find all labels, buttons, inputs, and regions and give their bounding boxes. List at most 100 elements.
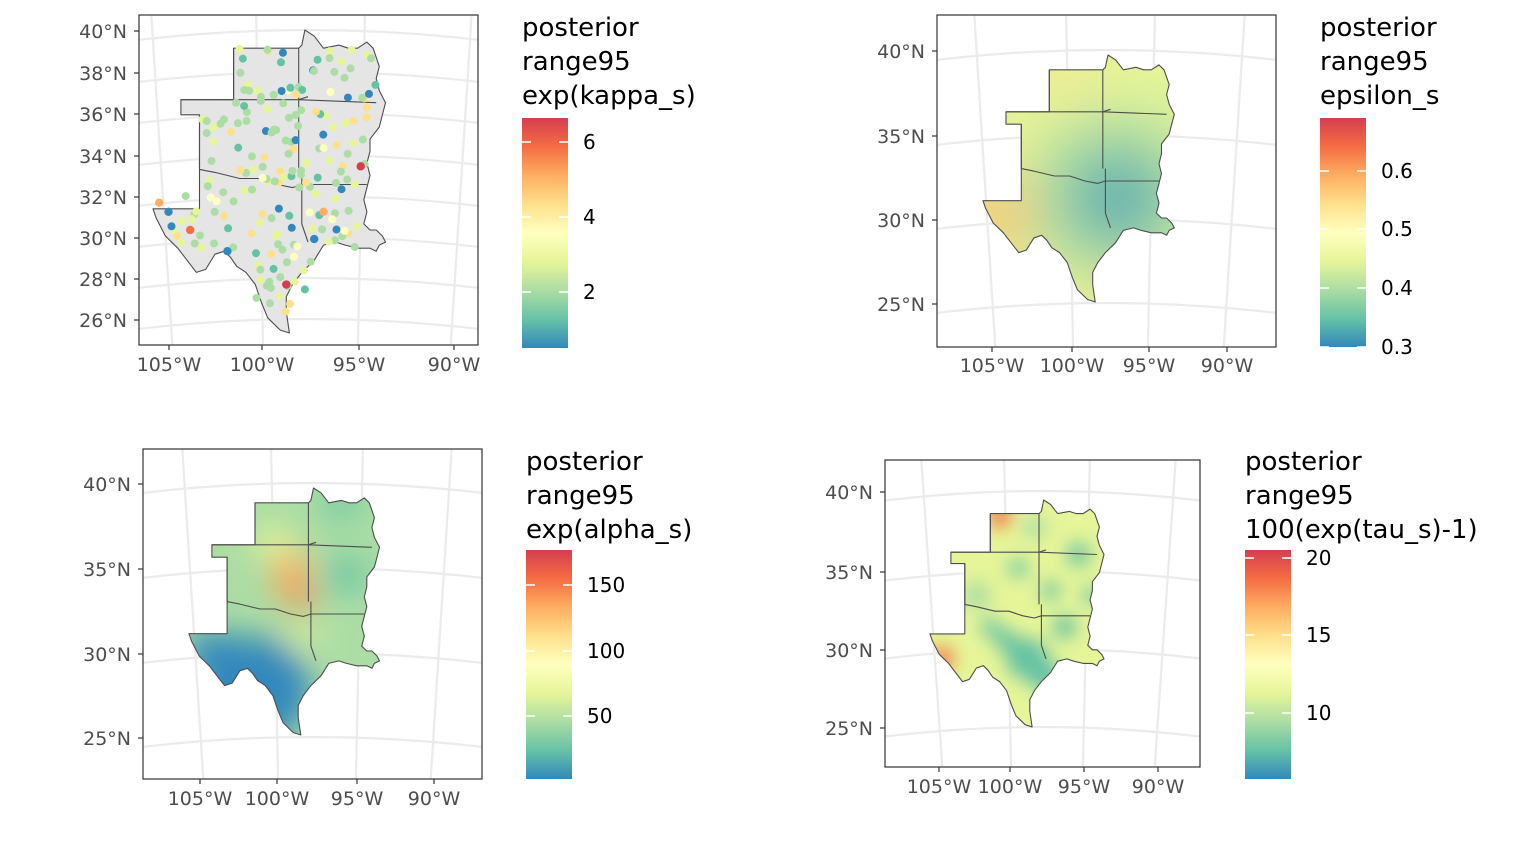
surface-blob <box>328 554 365 595</box>
station-point <box>267 214 276 223</box>
station-point <box>247 229 256 238</box>
station-point <box>186 225 195 235</box>
station-point <box>295 183 304 192</box>
panel-frame <box>884 459 1201 768</box>
station-point <box>226 127 235 136</box>
graticule-parallel <box>937 301 1276 314</box>
colorbar-label: 0.6 <box>1381 159 1413 183</box>
station-point <box>197 243 206 252</box>
station-point <box>236 166 245 175</box>
station-point <box>210 239 219 248</box>
station-point <box>341 119 350 128</box>
surface-blob <box>1022 515 1046 539</box>
state-border <box>180 96 309 101</box>
station-point <box>371 80 380 89</box>
graticule-parallel <box>139 276 478 289</box>
station-point <box>284 113 293 122</box>
lon-label: 100°W <box>1040 355 1105 377</box>
station-point <box>331 178 340 187</box>
panel-frame <box>936 14 1277 348</box>
state-border <box>1040 604 1047 660</box>
station-point <box>337 185 346 194</box>
lat-axis: 40°N 38°N 36°N 34°N 32°N 30°N 28°N 26°N <box>79 21 139 332</box>
station-point <box>328 215 337 224</box>
station-point <box>332 140 341 149</box>
station-point <box>234 143 243 152</box>
lon-label: 95°W <box>1123 355 1176 377</box>
surface-blob <box>1008 558 1028 578</box>
lon-label: 105°W <box>168 788 233 810</box>
lat-label: 40°N <box>83 474 131 496</box>
station-point <box>311 107 320 116</box>
station-point <box>223 246 232 256</box>
station-point <box>212 197 221 206</box>
station-point <box>319 130 328 139</box>
graticule-meridian <box>1222 15 1246 347</box>
state-border <box>199 168 302 189</box>
station-point <box>224 224 233 233</box>
station-point <box>330 67 339 76</box>
station-point <box>294 122 303 131</box>
station-point <box>349 116 358 125</box>
station-point <box>318 225 327 234</box>
state-border <box>950 549 1047 553</box>
graticule-meridian <box>1153 460 1177 767</box>
station-point <box>265 299 274 308</box>
station-point <box>278 48 287 57</box>
station-point <box>362 113 371 122</box>
legend-title: range95 <box>1245 481 1354 511</box>
station-point <box>235 44 244 53</box>
station-point <box>247 152 256 161</box>
station-point <box>358 93 367 102</box>
station-point <box>177 217 186 226</box>
state-border <box>1104 168 1112 229</box>
surface-blob <box>1074 276 1116 302</box>
station-point <box>258 162 267 171</box>
colorbar <box>1320 118 1366 347</box>
station-point <box>319 144 328 153</box>
station-point <box>302 178 311 187</box>
lon-label: 90°W <box>1132 776 1185 798</box>
lon-label: 100°W <box>230 354 295 376</box>
graticule-meridian <box>181 449 205 779</box>
panel-frame <box>138 14 479 346</box>
station-point <box>330 209 339 218</box>
station-point <box>269 90 278 99</box>
lat-label: 25°N <box>877 294 925 316</box>
station-point <box>337 57 346 66</box>
station-point <box>287 223 296 232</box>
surface-blob <box>994 629 1019 653</box>
legend: posterior range95 exp(alpha_s) 150 100 50 <box>526 447 692 779</box>
graticule-parallel <box>143 735 482 748</box>
colorbar-label: 100 <box>587 639 625 663</box>
colorbar-label: 4 <box>583 205 596 229</box>
station-point <box>263 105 272 114</box>
map-area <box>885 460 1200 767</box>
station-point <box>293 242 302 251</box>
station-point <box>277 87 286 96</box>
station-point <box>310 234 319 244</box>
station-point <box>343 175 352 184</box>
lon-label: 95°W <box>1058 776 1111 798</box>
lat-label: 35°N <box>877 126 925 148</box>
panel-alpha: 40°N 35°N 30°N 25°N 105°W 100°W 95°W 90°W poster… <box>83 447 692 810</box>
station-point <box>245 86 254 95</box>
lat-label: 40°N <box>825 482 873 504</box>
station-point <box>279 173 288 182</box>
lat-label: 25°N <box>83 728 131 750</box>
lon-label: 100°W <box>245 788 310 810</box>
station-point <box>350 180 359 189</box>
graticule-parallel <box>937 48 1276 61</box>
station-point <box>297 106 306 115</box>
station-point <box>290 252 299 261</box>
station-point <box>347 46 356 55</box>
state-border <box>1038 551 1098 556</box>
colorbar <box>526 550 572 779</box>
station-point <box>242 116 251 125</box>
state-borders <box>211 502 372 662</box>
colorbar <box>522 118 568 348</box>
surface-blob <box>962 581 991 610</box>
station-point <box>286 299 295 308</box>
station-point <box>274 204 283 213</box>
station-point <box>203 182 212 191</box>
